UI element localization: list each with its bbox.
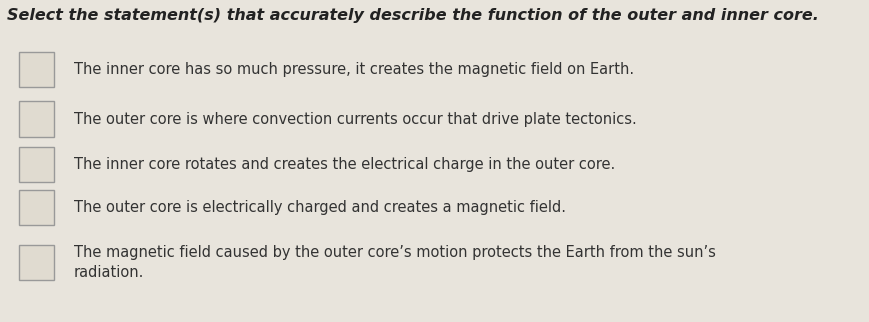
Text: The inner core has so much pressure, it creates the magnetic field on Earth.: The inner core has so much pressure, it … [74,62,634,77]
FancyBboxPatch shape [19,101,54,137]
FancyBboxPatch shape [19,190,54,225]
Text: The magnetic field caused by the outer core’s motion protects the Earth from the: The magnetic field caused by the outer c… [74,245,716,279]
FancyBboxPatch shape [19,52,54,87]
FancyBboxPatch shape [19,147,54,182]
Text: The inner core rotates and creates the electrical charge in the outer core.: The inner core rotates and creates the e… [74,157,615,172]
Text: Select the statement(s) that accurately describe the function of the outer and i: Select the statement(s) that accurately … [7,8,819,23]
FancyBboxPatch shape [19,245,54,280]
Text: The outer core is where convection currents occur that drive plate tectonics.: The outer core is where convection curre… [74,112,637,127]
Text: The outer core is electrically charged and creates a magnetic field.: The outer core is electrically charged a… [74,200,566,215]
